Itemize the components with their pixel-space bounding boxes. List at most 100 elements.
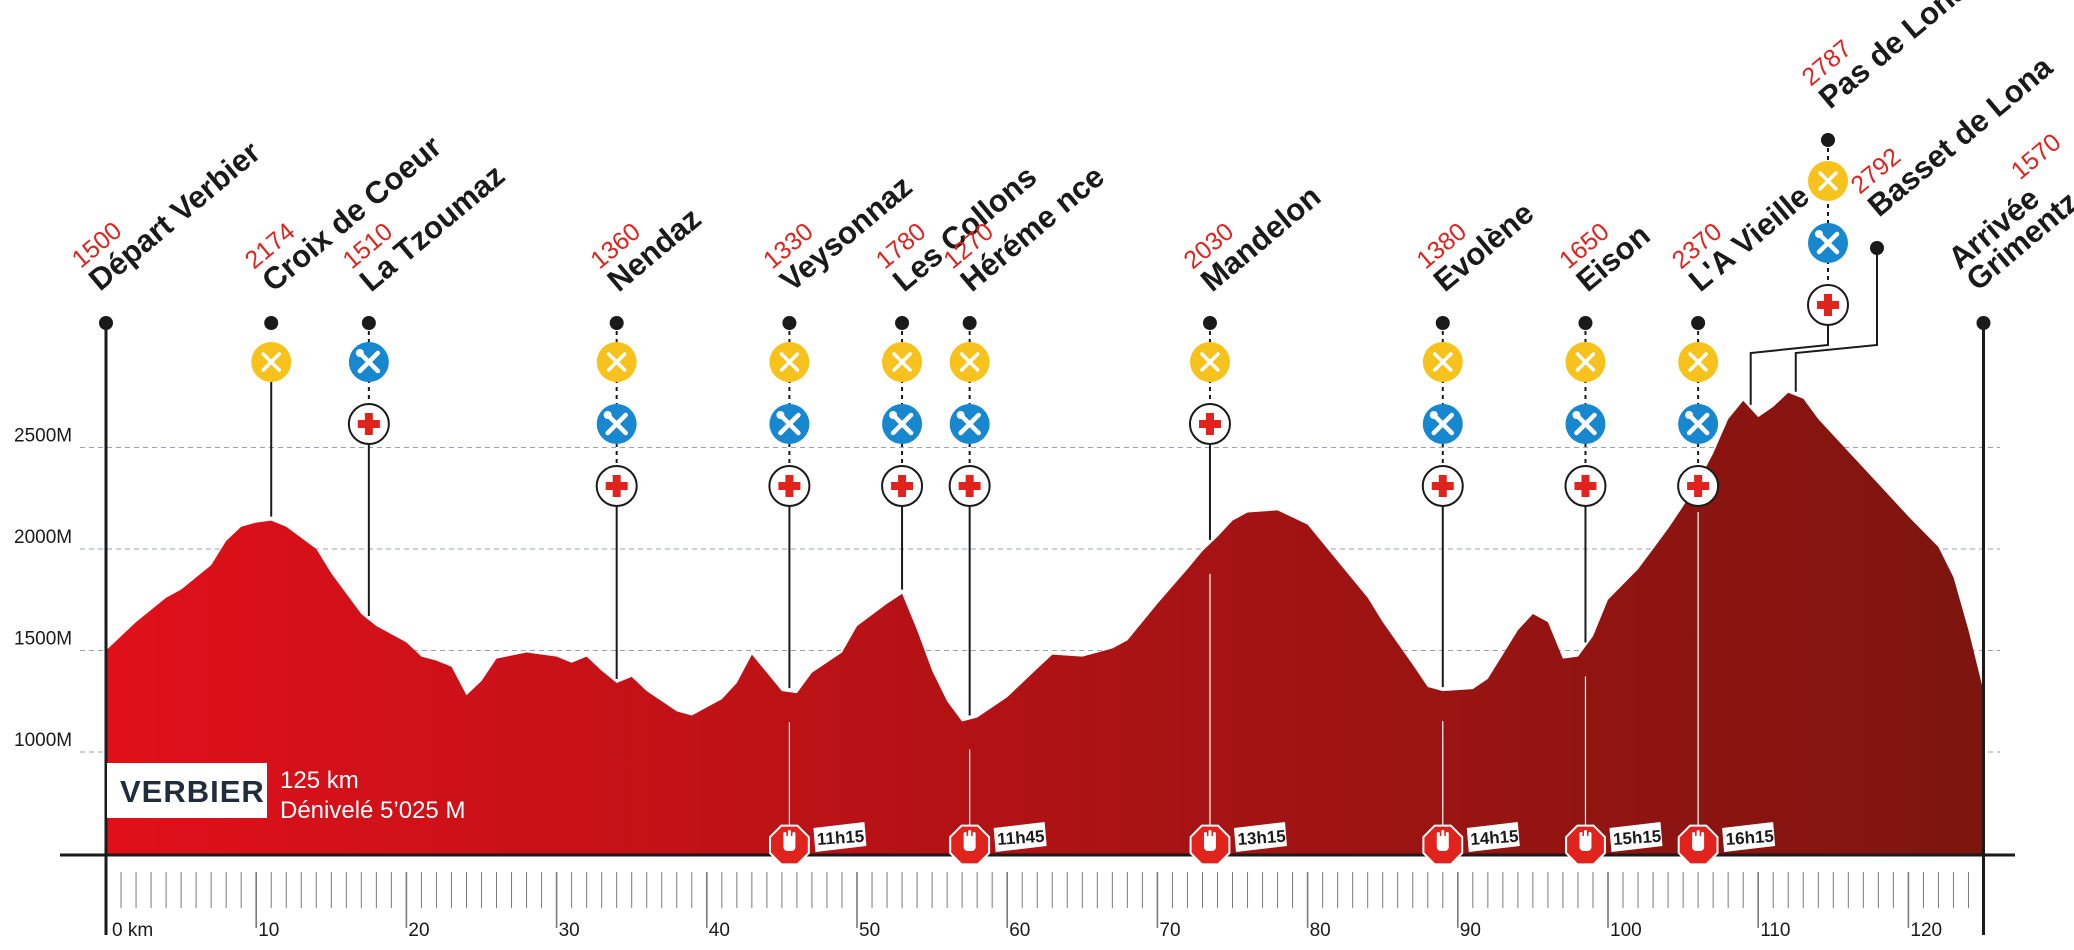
wrench-head-icon [1685,411,1694,419]
wrench-head-icon [956,411,965,419]
medical-cross-v-icon [612,475,621,497]
food-station-icon [596,342,637,382]
hand-finger-icon [1441,830,1445,838]
medical-cross-v-icon [1438,475,1447,497]
elevation-stat: Dénivelé 5’025 M [280,797,465,824]
tech-assistance-icon [882,404,923,444]
medical-cross-v-icon [1694,475,1703,497]
hand-icon [1436,836,1449,851]
cutoff-tag [993,822,1047,852]
cutoff-tag [1233,822,1287,852]
time-cutoffs: 11h15 11h45 13h15 14h15 15h15 16h15 [769,512,1776,866]
x-tick-label: 20 [408,920,429,941]
knife-icon [261,352,281,372]
knife-icon [1575,352,1596,372]
screwdriver-icon [605,412,628,436]
hand-finger-icon [1212,832,1216,840]
medical-station-icon [768,465,811,507]
hand-finger-icon [1208,830,1212,838]
medical-cross-v-icon [898,475,907,497]
tech-assistance-icon [596,404,637,444]
hand-finger-icon [963,832,967,840]
wrench-head-icon [355,349,364,357]
food-station-icon [882,342,923,382]
tech-assistance-icon [1565,404,1606,444]
medical-cross-v-icon [785,475,794,497]
food-station-icon [1678,342,1719,382]
waypoint-stem [1794,248,1878,392]
knife-icon [959,352,980,372]
tech-assistance-icon [769,404,810,444]
screwdriver-icon [890,412,914,436]
hand-finger-icon [972,832,976,840]
knife-icon [1433,352,1453,372]
cutoff-time: 11h15 [816,827,864,849]
food-station-icon [1565,342,1606,382]
waypoint-name: Croix de Coeur [255,129,448,299]
cutoff-tag [1609,822,1663,852]
wrench-head-icon [603,411,612,419]
x-tick-label: 0 km [112,920,153,941]
waypoint-marker [1870,241,1884,255]
cutoff-2: 13h15 [1189,573,1287,866]
food-station-icon [769,342,810,382]
food-station-icon [251,342,292,382]
brand-box [107,763,267,818]
race-summary: VERBIER 125 km Dénivelé 5’025 M [107,763,465,824]
medical-station-icon [595,465,638,507]
cutoff-tag [1722,822,1776,852]
hand-icon [1692,836,1705,851]
cutoff-tag [813,822,867,852]
x-tick-label: 10 [258,920,279,941]
x-tick-label: 50 [859,920,880,941]
hand-icon [1579,836,1592,851]
screwdriver-icon [1574,412,1597,436]
hand-finger-icon [1203,832,1207,840]
hand-icon [963,836,976,851]
food-station-icon [1808,161,1848,201]
tech-assistance-icon [1678,404,1719,444]
screwdriver-icon [1686,412,1710,436]
wrench-head-icon [1815,230,1823,238]
y-axis-ticks: 1000M 1500M 2000M 2500M [14,426,72,752]
cutoff-time: 14h15 [1470,827,1519,849]
hand-finger-icon [1701,832,1705,840]
waypoint-stem [1749,326,1829,405]
hand-finger-icon [1436,832,1440,840]
medical-cross-v-icon [1581,475,1590,497]
cutoff-time: 16h15 [1725,827,1774,849]
knife-icon [606,352,627,372]
y-tick-label: 2000M [14,527,72,548]
cutoff-tag [1466,822,1520,852]
hand-icon [783,836,796,851]
waypoint-altitude: 1570 [2006,128,2067,185]
screwdriver-icon [958,412,981,436]
waypoint-marker [1976,316,1991,330]
food-station-icon [949,342,990,382]
x-tick-label: 90 [1460,920,1481,941]
screwdriver-icon [1431,412,1455,436]
food-station-icon [1422,342,1463,382]
knife-icon [779,352,800,372]
tech-assistance-icon [1808,223,1848,263]
hand-finger-icon [1445,832,1449,840]
cutoff-time: 13h15 [1237,827,1286,849]
hand-finger-icon [1583,830,1587,838]
y-tick-label: 1000M [14,730,72,751]
hand-finger-icon [792,832,796,840]
hand-finger-icon [968,830,972,838]
hand-finger-icon [1696,830,1700,838]
cutoff-3: 14h15 [1422,721,1520,866]
cutoff-1: 11h45 [949,749,1047,866]
hand-finger-icon [783,832,787,840]
x-tick-label: 80 [1310,920,1331,941]
cutoff-4: 15h15 [1565,676,1663,866]
medical-station-icon [1807,284,1849,326]
brand-name: VERBIER [120,774,265,809]
cutoff-time: 11h45 [997,827,1045,849]
